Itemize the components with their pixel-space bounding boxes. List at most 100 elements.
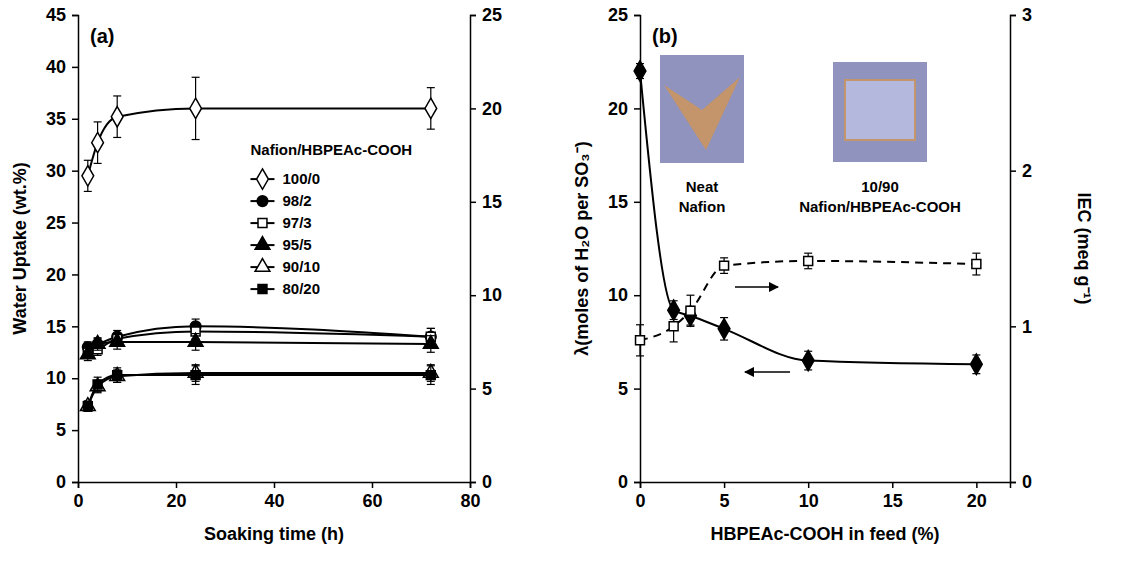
tick: 30: [46, 161, 78, 181]
error-bar-cap: [427, 365, 435, 366]
error-bar-cap: [670, 341, 678, 342]
axis: 0 5 10 15 20: [635, 482, 1010, 511]
data-point: [191, 371, 200, 380]
data-point: [111, 107, 123, 127]
error-bar-cap: [192, 318, 200, 319]
y-axis-title: λ(moles of H₂O per SO₃⁻): [572, 141, 592, 355]
error-bar: [670, 311, 678, 342]
annotation: 10/90: [861, 178, 899, 195]
error-bar-cap: [427, 87, 435, 88]
legend-label: 97/3: [282, 214, 311, 231]
x-axis-title: HBPEAc-COOH in feed (%): [710, 524, 939, 544]
tick: 2: [1010, 161, 1032, 181]
tick-label: 10: [799, 491, 819, 511]
tick: 20: [46, 265, 78, 285]
tick-label: 80: [460, 491, 480, 511]
x-axis-title: Soaking time (h): [204, 524, 344, 544]
error-bar-cap: [192, 324, 200, 325]
axis-line: [634, 16, 641, 483]
tick-mark: [72, 482, 78, 484]
tick: 0: [635, 482, 645, 511]
tick-label: 40: [264, 491, 284, 511]
tick: 1: [1010, 317, 1032, 337]
legend-marker: [255, 259, 270, 272]
tick-label: 0: [1022, 472, 1032, 492]
error-bar-cap: [94, 355, 102, 356]
arrow: [735, 286, 778, 288]
tick-mark: [470, 108, 476, 110]
error-bar-cap: [94, 350, 102, 351]
tick-label: 0: [635, 491, 645, 511]
axis: 051015202530354045: [46, 5, 79, 492]
panel-label: (b): [652, 25, 678, 47]
data-point: [90, 335, 105, 348]
tick-mark: [72, 378, 78, 380]
tick-label: 10: [608, 285, 628, 305]
tick-label: 0: [73, 491, 83, 511]
error-bar-cap: [804, 253, 812, 254]
annotation: Nafion: [679, 198, 726, 215]
tick: 15: [608, 192, 640, 212]
tick: 20: [470, 99, 502, 119]
tick-mark: [1010, 170, 1016, 172]
tick: 25: [608, 5, 640, 25]
legend-title: Nafion/HBPEAc-COOH: [250, 141, 412, 158]
tick-label: 20: [967, 491, 987, 511]
tick-label: 20: [482, 99, 502, 119]
error-bar: [94, 377, 102, 392]
tick-mark: [72, 274, 78, 276]
tick: 40: [46, 57, 78, 77]
legend-label: 100/0: [282, 170, 320, 187]
error-bar-cap: [192, 365, 200, 366]
axis-line: [1011, 16, 1017, 483]
tick-mark: [72, 222, 78, 224]
error-bar: [84, 401, 92, 411]
tick: 15: [883, 482, 903, 511]
error-bar-cap: [427, 352, 435, 353]
tick-mark: [372, 482, 374, 488]
legend: Nafion/HBPEAc-COOH100/098/297/395/590/10…: [250, 141, 412, 297]
series-line: [88, 373, 431, 406]
data-point: [92, 132, 104, 152]
error-bar-cap: [94, 121, 102, 122]
photo: [660, 55, 744, 163]
photo: [833, 62, 927, 162]
series-line: [88, 108, 431, 175]
data-point: [93, 380, 102, 389]
tick: 10: [470, 285, 502, 305]
error-bar-cap: [84, 360, 92, 361]
tick-label: 20: [166, 491, 186, 511]
tick-mark: [72, 119, 78, 121]
tick: 10: [46, 368, 78, 388]
tick-label: 5: [482, 379, 492, 399]
tick-mark: [470, 202, 476, 204]
tick-label: 0: [618, 472, 628, 492]
error-bar: [804, 253, 812, 269]
tick: 25: [470, 5, 502, 25]
data-point: [802, 350, 814, 370]
error-bar-cap: [686, 295, 694, 296]
tick-mark: [634, 108, 640, 110]
error-bar-cap: [192, 139, 200, 140]
tick-mark: [724, 482, 726, 488]
tick: 45: [46, 5, 78, 25]
axis-line: [79, 483, 471, 489]
data-point: [669, 322, 678, 331]
tick-mark: [72, 170, 78, 172]
tick: 5: [470, 379, 492, 399]
tick-label: 25: [46, 213, 66, 233]
axis-line: [471, 16, 477, 483]
data-point: [718, 319, 730, 339]
tick-label: 15: [482, 192, 502, 212]
data-point: [634, 61, 646, 81]
tick: 25: [46, 213, 78, 233]
figure: 0204060800510152025303540450510152025Soa…: [0, 0, 1135, 570]
legend-item: 97/3: [250, 214, 311, 231]
error-bar: [84, 401, 92, 411]
axis-line: [72, 16, 79, 483]
error-bar-cap: [427, 384, 435, 385]
tick: 5: [720, 482, 730, 511]
tick-label: 40: [46, 57, 66, 77]
legend-marker: [258, 285, 267, 294]
tick-label: 60: [362, 491, 382, 511]
